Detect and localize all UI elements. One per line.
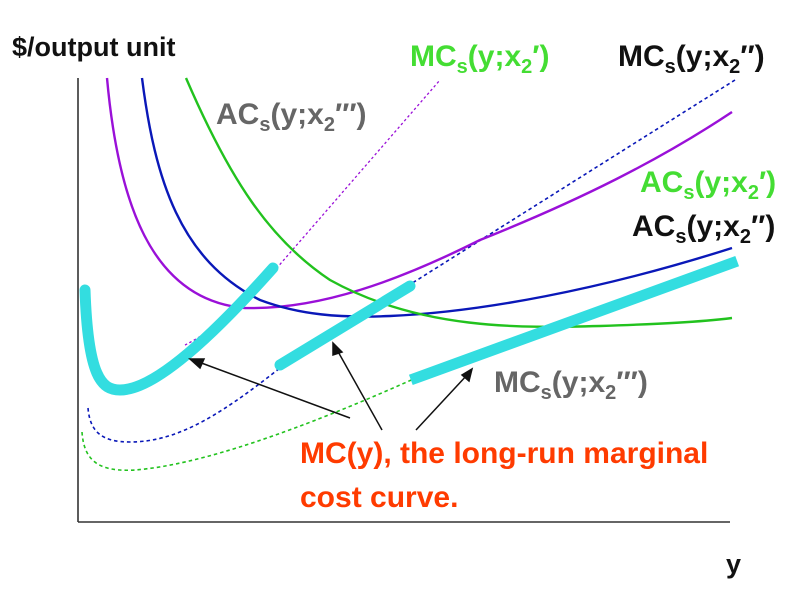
annotation-arrows bbox=[188, 341, 474, 431]
label-ac-x2-triple-prime: ACs(y;x2′′′) bbox=[216, 98, 367, 136]
label-ac-x2-double-prime: ACs(y;x2′′) bbox=[632, 210, 775, 248]
label-ac-x2-prime: ACs(y;x2′) bbox=[640, 166, 776, 204]
y-axis-title: $/output unit bbox=[12, 32, 175, 62]
ac-curve-x2-double-prime bbox=[140, 77, 733, 318]
label-mc-x2-double-prime: MCs(y;x2′′) bbox=[618, 40, 765, 78]
ac-curve-x2-prime bbox=[184, 77, 733, 328]
long-run-mc-segment-2 bbox=[274, 280, 416, 371]
annotation-line-2: cost curve. bbox=[300, 481, 458, 514]
long-run-mc-segment-3 bbox=[408, 255, 740, 386]
label-mc-x2-prime: MCs(y;x2′) bbox=[410, 40, 549, 78]
long-run-mc-segment-1 bbox=[79, 262, 279, 396]
annotation-line-1: MC(y), the long-run marginal bbox=[300, 437, 708, 470]
label-mc-x2-triple-prime: MCs(y;x2′′′) bbox=[494, 366, 648, 404]
mc-curve-x2-prime bbox=[81, 376, 419, 472]
x-axis-title: y bbox=[726, 549, 741, 579]
